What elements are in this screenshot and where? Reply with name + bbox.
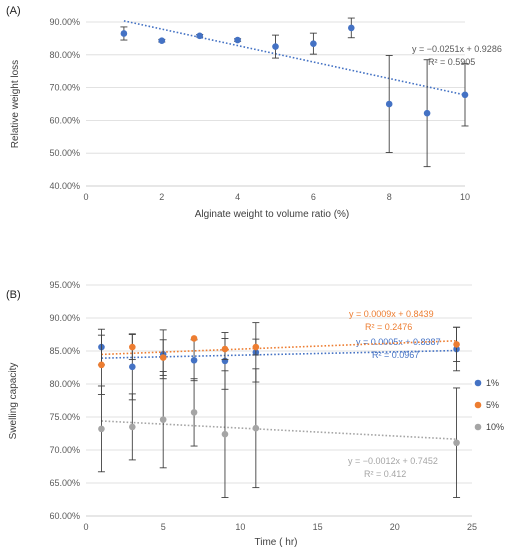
chart-b-x-tick-label: 10 bbox=[235, 522, 245, 532]
chart-b-y-tick-label: 60.00% bbox=[49, 511, 80, 521]
chart-b-y-tick-label: 70.00% bbox=[49, 445, 80, 455]
chart-b-trendline-r2: R² = 0.2476 bbox=[365, 322, 412, 332]
chart-a-data-point bbox=[120, 30, 128, 37]
chart-b-panel-label: (B) bbox=[6, 289, 21, 301]
chart-b-x-tick-label: 20 bbox=[390, 522, 400, 532]
chart-b-data-point bbox=[252, 343, 260, 351]
chart-a-data-point bbox=[348, 24, 355, 32]
chart-a-x-axis-title: Alginate weight to volume ratio (%) bbox=[195, 209, 350, 220]
chart-b-y-tick-label: 85.00% bbox=[49, 346, 80, 356]
chart-b-y-tick-label: 95.00% bbox=[49, 280, 80, 290]
chart-b-y-tick-label: 80.00% bbox=[49, 379, 80, 389]
chart-b-data-point bbox=[190, 409, 198, 416]
chart-a-y-tick-label: 50.00% bbox=[49, 148, 80, 158]
chart-a-data-point bbox=[461, 91, 469, 99]
chart-b-legend-marker bbox=[474, 379, 482, 387]
chart-b-y-tick-label: 90.00% bbox=[49, 313, 80, 323]
chart-b-data-point bbox=[252, 424, 260, 432]
chart-a-x-tick-label: 2 bbox=[159, 192, 164, 202]
chart-a-data-point bbox=[234, 36, 241, 44]
chart-b-data-point bbox=[453, 439, 460, 447]
chart-a-data-point bbox=[158, 37, 166, 44]
chart-b-data-point bbox=[453, 341, 460, 348]
chart-b-data-point bbox=[159, 416, 167, 423]
chart-b-trendline-equation: y = 0.0005x + 0.8387 bbox=[356, 337, 441, 347]
chart-a-y-tick-label: 60.00% bbox=[49, 115, 80, 125]
chart-a-data-point bbox=[196, 32, 203, 40]
chart-b-data-point bbox=[159, 354, 167, 361]
chart-a-x-tick-label: 0 bbox=[83, 192, 88, 202]
chart-b-data-point bbox=[129, 363, 136, 371]
chart-a-panel-label: (A) bbox=[6, 5, 21, 17]
chart-b-trendline-r2: R² = 0.0967 bbox=[372, 350, 419, 360]
chart-b-x-tick-label: 15 bbox=[313, 522, 323, 532]
chart-a-trendline-r2: R² = 0.5905 bbox=[428, 57, 475, 67]
chart-a-y-tick-label: 70.00% bbox=[49, 83, 80, 93]
chart-b-data-point bbox=[129, 423, 136, 431]
chart-a-x-tick-label: 10 bbox=[460, 192, 470, 202]
chart-b-legend-marker bbox=[474, 423, 482, 431]
chart-b-data-point bbox=[190, 335, 198, 342]
chart-a-data-point bbox=[310, 40, 317, 47]
chart-a-data-point bbox=[423, 109, 431, 117]
chart-a-x-tick-label: 8 bbox=[387, 192, 392, 202]
chart-a-x-tick-label: 4 bbox=[235, 192, 240, 202]
chart-b-data-point bbox=[129, 343, 136, 351]
chart-b-y-tick-label: 75.00% bbox=[49, 412, 80, 422]
chart-a-data-point bbox=[272, 43, 279, 50]
chart-a-x-tick-label: 6 bbox=[311, 192, 316, 202]
chart-b-data-point bbox=[98, 361, 105, 369]
chart-b-legend-marker bbox=[474, 401, 482, 409]
chart-b-data-point bbox=[221, 345, 229, 353]
chart-a-data-point bbox=[385, 100, 393, 108]
chart-a-y-axis-title: Relative weight loss bbox=[10, 60, 21, 148]
chart-b-legend-label: 10% bbox=[486, 422, 504, 432]
chart-a-trendline-0 bbox=[123, 20, 466, 96]
chart-b-x-tick-label: 25 bbox=[467, 522, 477, 532]
chart-b-data-point bbox=[221, 430, 229, 438]
chart-b-trendline-equation: y = 0.0009x + 0.8439 bbox=[349, 309, 434, 319]
chart-b-data-point bbox=[190, 356, 198, 364]
chart-b-x-tick-label: 0 bbox=[83, 522, 88, 532]
chart-b-legend-label: 1% bbox=[486, 378, 499, 388]
chart-a-y-tick-label: 90.00% bbox=[49, 17, 80, 27]
chart-b-trendline-2 bbox=[101, 420, 457, 440]
chart-b-trendline-r2: R² = 0.412 bbox=[364, 469, 406, 479]
chart-b-trendline-1 bbox=[101, 339, 457, 356]
chart-b-x-tick-label: 5 bbox=[161, 522, 166, 532]
chart-b-trendline-equation: y = −0.0012x + 0.7452 bbox=[348, 456, 438, 466]
chart-a-y-tick-label: 80.00% bbox=[49, 50, 80, 60]
chart-b-data-point bbox=[98, 425, 105, 433]
chart-b-x-axis-title: Time ( hr) bbox=[255, 537, 298, 548]
chart-b-legend-label: 5% bbox=[486, 400, 499, 410]
chart-a-trendline-equation: y = −0.0251x + 0.9286 bbox=[412, 44, 502, 54]
chart-a-y-tick-label: 40.00% bbox=[49, 181, 80, 191]
chart-b-y-axis-title: Swelling capacity bbox=[8, 363, 19, 440]
chart-b-y-tick-label: 65.00% bbox=[49, 478, 80, 488]
chart-b-trendline-0 bbox=[101, 349, 457, 359]
